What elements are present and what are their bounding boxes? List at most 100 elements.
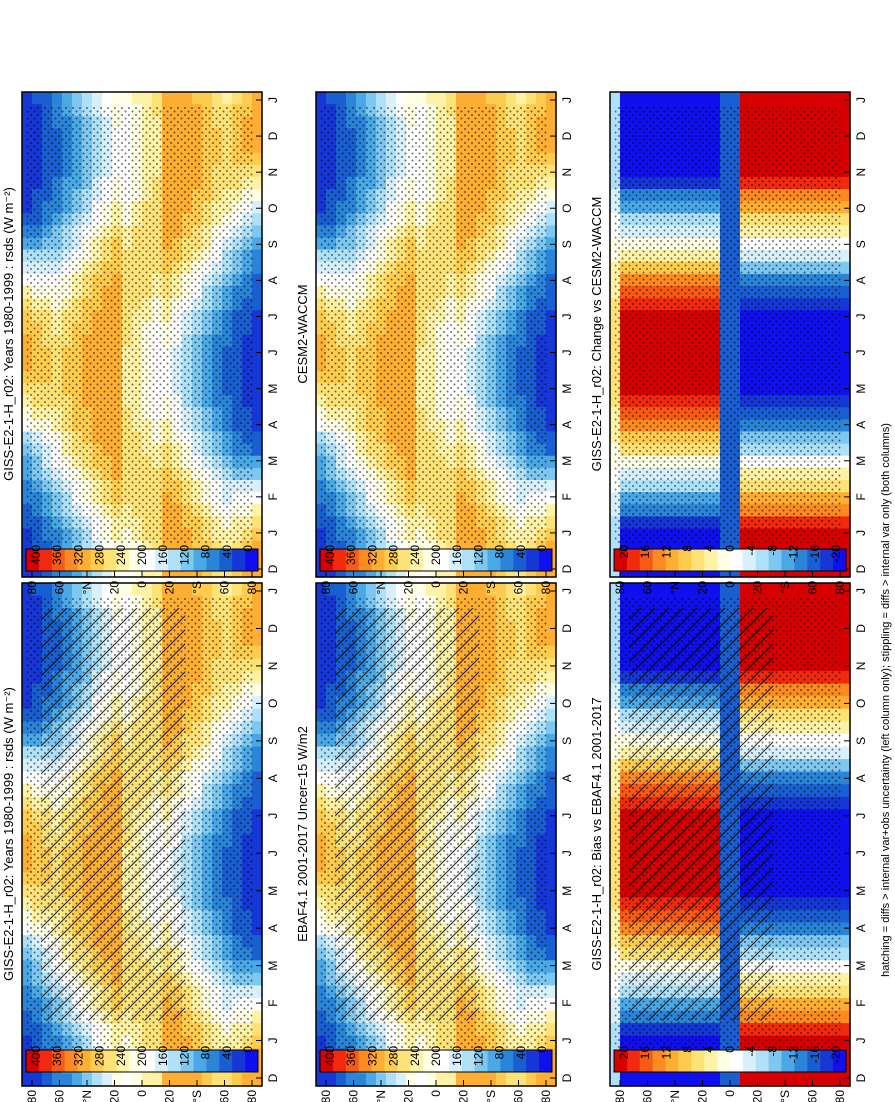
heatmap-cell <box>546 608 557 622</box>
heatmap-cell <box>72 583 83 597</box>
heatmap-cell <box>396 540 407 554</box>
month-tick-label: D <box>266 564 280 573</box>
lat-tick-label: °S <box>190 581 204 594</box>
heatmap-cell <box>456 540 467 554</box>
heatmap-cell <box>546 358 557 372</box>
colorbar-swatch <box>232 549 246 571</box>
colorbar-label: 160 <box>450 545 464 565</box>
month-tick-label: F <box>266 999 280 1006</box>
month-tick-label: D <box>560 1073 574 1082</box>
lat-tick-label: 60 <box>512 581 526 595</box>
heatmap-cell <box>660 583 671 597</box>
colorbar-swatch <box>103 549 117 571</box>
month-tick-label: J <box>560 313 574 319</box>
heatmap-cell <box>436 92 447 105</box>
heatmap-cell <box>42 1073 53 1087</box>
colorbar-swatch <box>232 1050 246 1072</box>
heatmap-cell <box>546 431 557 445</box>
colorbar-label: 240 <box>114 545 128 565</box>
heatmap-cell <box>152 1073 163 1087</box>
colorbar-swatch <box>461 549 475 571</box>
month-tick-label: J <box>560 97 574 103</box>
heatmap-cell <box>690 1073 701 1087</box>
heatmap-cell <box>506 92 517 105</box>
colorbar-label: 320 <box>365 545 379 565</box>
colorbar-label: 40 <box>514 545 528 559</box>
heatmap-cell <box>62 583 73 597</box>
colorbar-swatch <box>180 1050 194 1072</box>
heatmap-cell <box>152 92 163 105</box>
heatmap-cell <box>546 784 557 798</box>
colorbar-swatch <box>51 549 65 571</box>
panel-ref-model: CESM2-WACCM 80 60 °N 20 0 20 °S 60 80 DJFMAMJJAS… <box>295 91 574 595</box>
heatmap-cell <box>546 189 557 202</box>
heatmap-cell <box>32 583 43 597</box>
heatmap-cell <box>730 1073 741 1087</box>
month-tick-label: A <box>560 421 574 429</box>
heatmap-cell <box>162 1073 173 1087</box>
heatmap-cell <box>52 1073 63 1087</box>
heatmap-cell <box>22 540 33 554</box>
month-tick-label: J <box>266 813 280 819</box>
heatmap-cell <box>326 540 337 554</box>
heatmap-cell <box>546 492 557 505</box>
heatmap-cell <box>252 455 263 469</box>
heatmap-cell <box>546 972 557 986</box>
month-tick-label: O <box>266 204 280 213</box>
heatmap-cell <box>316 1073 327 1087</box>
heatmap-cell <box>546 152 557 166</box>
heatmap-cell <box>546 922 557 936</box>
colorbar-swatch <box>90 549 104 571</box>
lat-tick-label: 80 <box>319 581 333 595</box>
heatmap-cell <box>546 1010 557 1024</box>
panel-title: GISS-E2-1-H_r02: Years 1980-1999 : rsds … <box>1 687 16 981</box>
heatmap-cell <box>546 746 557 760</box>
colorbar-swatch <box>77 1050 91 1072</box>
heatmap-cell <box>546 455 557 469</box>
lat-axis: 80 60 °N 20 0 20 °S 60 80 <box>25 1080 259 1102</box>
heatmap-cell <box>546 419 557 433</box>
heatmap-cell <box>546 140 557 154</box>
colorbar-swatch <box>461 1050 475 1072</box>
heatmap-cell <box>326 583 337 597</box>
heatmap-cell <box>790 583 801 597</box>
heatmap-field <box>22 92 263 578</box>
colorbar-label: 200 <box>135 1046 149 1066</box>
heatmap-cell <box>92 583 103 597</box>
heatmap-cell <box>800 1073 811 1087</box>
heatmap-field <box>316 92 557 578</box>
heatmap-cell <box>546 708 557 722</box>
heatmap-cell <box>356 540 367 554</box>
heatmap-cell <box>252 985 263 999</box>
heatmap-cell <box>710 1073 721 1087</box>
month-tick-label: A <box>560 774 574 782</box>
colorbar-frame <box>319 548 553 572</box>
heatmap-cell <box>546 985 557 999</box>
heatmap-cell <box>546 658 557 672</box>
month-tick-label: F <box>266 493 280 500</box>
heatmap-cell <box>252 467 263 481</box>
heatmap-cell <box>546 528 557 542</box>
heatmap-cell <box>640 1073 651 1087</box>
heatmap-cell <box>496 583 507 597</box>
heatmap-cell <box>416 583 427 597</box>
colorbar-label: 400 <box>29 545 43 565</box>
colorbar-frame <box>319 1049 553 1073</box>
heatmap-cell <box>366 583 377 597</box>
lat-tick-label: 0 <box>429 581 443 588</box>
heatmap-cell <box>252 658 263 672</box>
colorbar-swatch <box>423 549 437 571</box>
heatmap-cell <box>546 620 557 634</box>
colorbar-label: 240 <box>408 1046 422 1066</box>
colorbar-swatch <box>384 549 398 571</box>
heatmap-cell <box>396 583 407 597</box>
heatmap-cell <box>346 92 357 105</box>
heatmap-cell <box>546 645 557 660</box>
heatmap-cell <box>252 504 263 517</box>
month-tick-label: D <box>266 624 280 633</box>
heatmap-cell <box>252 516 263 530</box>
heatmap-cell <box>546 516 557 530</box>
colorbar-swatch <box>332 549 347 571</box>
